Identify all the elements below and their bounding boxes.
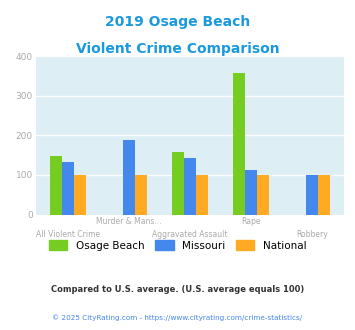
Text: Violent Crime Comparison: Violent Crime Comparison bbox=[76, 42, 279, 56]
Bar bbox=[318, 175, 330, 214]
Bar bbox=[184, 158, 196, 214]
Bar bbox=[135, 175, 147, 214]
Legend: Osage Beach, Missouri, National: Osage Beach, Missouri, National bbox=[44, 236, 311, 255]
Bar bbox=[74, 175, 86, 214]
Bar bbox=[50, 156, 62, 214]
Bar bbox=[245, 170, 257, 214]
Bar bbox=[171, 152, 184, 214]
Text: 2019 Osage Beach: 2019 Osage Beach bbox=[105, 16, 250, 29]
Bar bbox=[306, 175, 318, 214]
Bar bbox=[196, 175, 208, 214]
Bar bbox=[257, 175, 269, 214]
Text: © 2025 CityRating.com - https://www.cityrating.com/crime-statistics/: © 2025 CityRating.com - https://www.city… bbox=[53, 314, 302, 321]
Bar bbox=[62, 162, 74, 214]
Text: Compared to U.S. average. (U.S. average equals 100): Compared to U.S. average. (U.S. average … bbox=[51, 285, 304, 294]
Bar bbox=[123, 140, 135, 214]
Bar bbox=[233, 73, 245, 214]
